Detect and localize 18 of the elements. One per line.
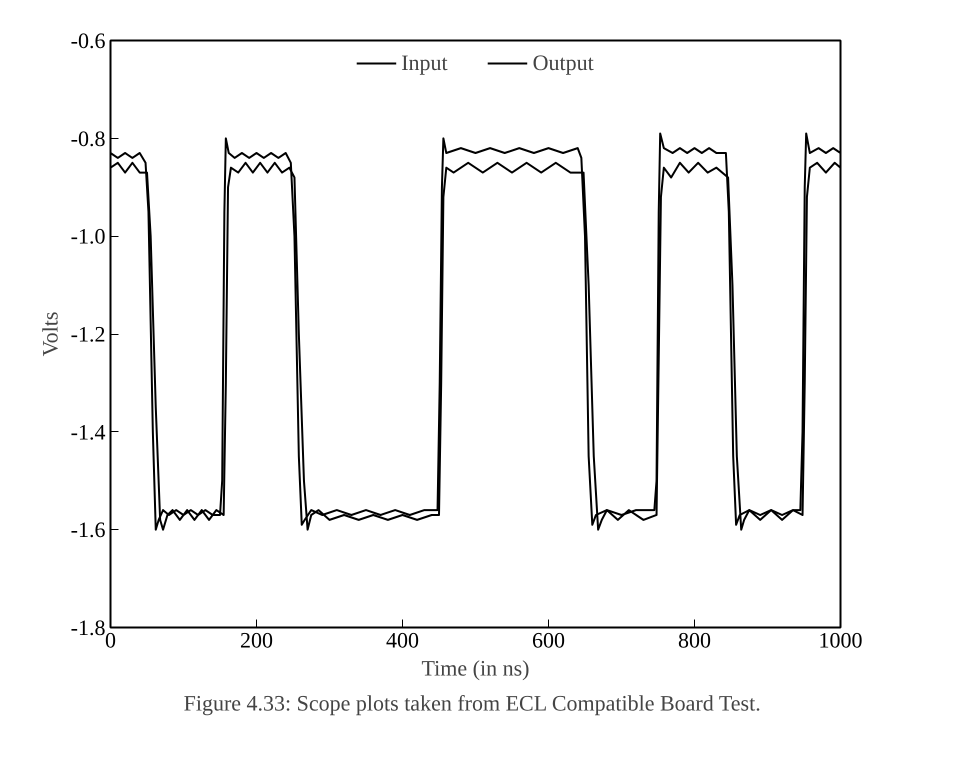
- legend-label: Input: [401, 50, 448, 76]
- x-tick-label: 200: [240, 628, 273, 652]
- y-tick-label: -0.6: [70, 28, 106, 53]
- x-tick-label: 400: [386, 628, 419, 652]
- legend-label: Output: [532, 50, 594, 76]
- x-tick-label: 1000: [818, 628, 862, 652]
- caption: Figure 4.33: Scope plots taken from ECL Compatible Board Test.: [184, 690, 761, 716]
- y-tick-label: -1.4: [70, 419, 106, 444]
- y-tick-label: -0.8: [70, 126, 106, 151]
- x-tick-label: 800: [678, 628, 711, 652]
- y-tick-label: -1.2: [70, 322, 106, 346]
- x-tick-label: 0: [105, 628, 116, 652]
- x-tick-label: 600: [532, 628, 565, 652]
- x-axis-title: Time (in ns): [422, 656, 530, 680]
- y-tick-label: -1.0: [70, 224, 106, 249]
- y-axis-title: Volts: [38, 312, 63, 356]
- y-tick-label: -1.6: [70, 517, 106, 542]
- y-tick-label: -1.8: [70, 615, 106, 640]
